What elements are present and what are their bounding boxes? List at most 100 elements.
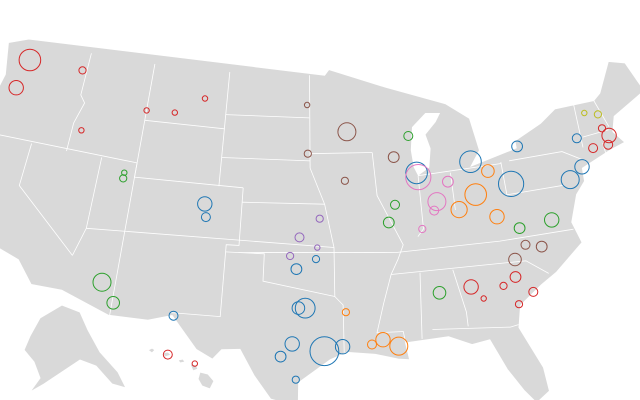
state-border (450, 172, 456, 211)
location-marker (387, 151, 400, 164)
location-marker (520, 239, 531, 250)
location-marker (284, 336, 300, 352)
location-marker (405, 161, 428, 185)
location-marker (514, 300, 524, 309)
location-marker (162, 349, 173, 360)
state-border (573, 104, 584, 148)
location-marker (511, 140, 523, 153)
location-marker (560, 170, 580, 190)
location-marker (337, 122, 357, 142)
location-marker (390, 199, 400, 210)
state-border (500, 161, 565, 196)
location-marker (201, 95, 209, 102)
location-marker (603, 139, 614, 150)
location-marker (464, 183, 488, 206)
location-marker (571, 133, 582, 144)
location-marker (535, 240, 548, 253)
location-marker (382, 216, 395, 229)
location-marker (168, 310, 179, 321)
state-border (309, 75, 345, 353)
location-marker (341, 308, 350, 317)
location-marker (143, 107, 150, 114)
state-border (242, 201, 325, 205)
base-map (0, 38, 640, 400)
location-marker (291, 375, 300, 384)
markers (8, 48, 617, 384)
location-marker (463, 279, 479, 295)
location-marker (106, 296, 120, 310)
state-border (509, 151, 587, 162)
location-marker (274, 350, 287, 363)
state-border (225, 251, 335, 297)
hawaii (147, 347, 215, 390)
location-marker (291, 301, 306, 315)
state-border (432, 324, 519, 330)
state-border (144, 119, 225, 130)
location-marker (480, 295, 487, 302)
state-border (18, 143, 73, 256)
state-border (602, 142, 606, 153)
location-marker (197, 196, 213, 212)
location-marker (334, 339, 351, 355)
location-marker (432, 286, 447, 300)
location-marker (294, 297, 316, 319)
location-marker (427, 192, 447, 212)
state-border (238, 228, 574, 253)
location-marker (303, 149, 312, 158)
location-marker (309, 336, 340, 367)
location-marker (290, 263, 303, 276)
state-border (86, 227, 335, 248)
location-marker (375, 332, 391, 348)
location-marker (286, 251, 295, 261)
state-border (225, 114, 310, 119)
lake-michigan (410, 113, 441, 176)
state-border (391, 260, 549, 275)
location-marker (481, 164, 495, 178)
location-marker (78, 127, 85, 134)
location-marker (389, 336, 409, 356)
location-marker (574, 159, 590, 175)
location-marker (593, 110, 603, 119)
location-marker (367, 339, 377, 350)
location-marker (581, 109, 588, 117)
location-marker (311, 255, 321, 264)
state-border (109, 63, 156, 316)
location-marker (418, 224, 427, 234)
state-border (310, 152, 373, 155)
location-marker (340, 176, 349, 185)
state-border (171, 187, 244, 318)
location-marker (78, 66, 87, 75)
location-marker (403, 131, 414, 141)
state-border (417, 175, 424, 237)
location-marker (121, 169, 128, 176)
location-marker (18, 48, 42, 72)
state-border (66, 53, 92, 152)
location-marker (314, 244, 321, 251)
location-marker (509, 271, 522, 283)
location-marker (92, 272, 112, 292)
lower-48 (0, 38, 640, 400)
location-marker (191, 360, 199, 367)
location-marker (429, 205, 440, 216)
location-marker (498, 170, 525, 197)
state-border (419, 272, 423, 339)
location-marker (294, 232, 305, 243)
location-marker (528, 286, 539, 297)
location-marker (8, 80, 24, 96)
location-marker (200, 212, 211, 223)
location-marker (171, 109, 179, 116)
location-marker (597, 124, 607, 133)
location-marker (442, 175, 454, 188)
location-marker (489, 209, 505, 225)
location-marker (513, 222, 526, 235)
state-border (418, 163, 502, 177)
location-marker (405, 164, 432, 191)
location-marker (315, 214, 324, 223)
location-marker (601, 127, 617, 144)
location-marker (499, 281, 508, 290)
location-marker (459, 150, 482, 173)
location-marker (544, 212, 560, 228)
location-marker (588, 143, 599, 154)
